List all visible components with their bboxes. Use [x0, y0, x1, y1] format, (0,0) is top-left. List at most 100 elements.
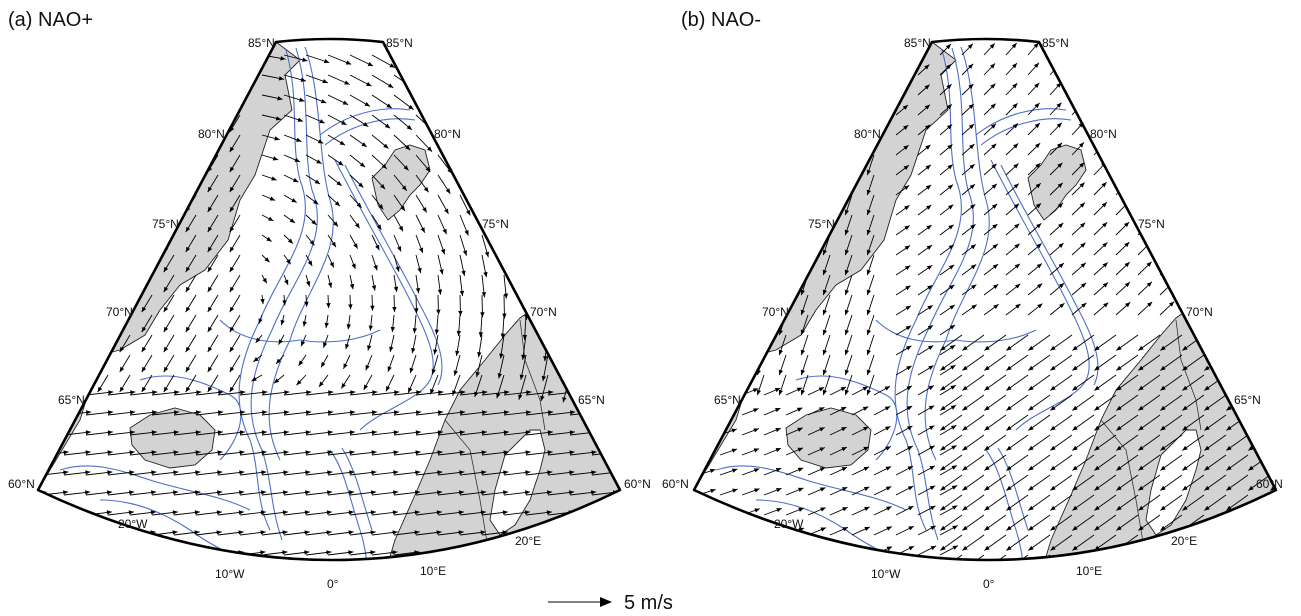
velocity-arrow-head	[669, 210, 673, 215]
velocity-arrow-head	[323, 342, 328, 348]
velocity-arrow-head	[1079, 202, 1085, 208]
velocity-arrow-head	[1168, 241, 1174, 247]
velocity-arrow	[630, 375, 636, 404]
velocity-arrow-head	[992, 244, 998, 249]
velocity-arrow-head	[940, 425, 946, 431]
velocity-arrow-head	[229, 346, 235, 353]
velocity-arrow-head	[550, 255, 556, 262]
velocity-arrow-head	[405, 145, 411, 151]
velocity-arrow-head	[1034, 82, 1040, 89]
velocity-arrow-head	[843, 567, 848, 571]
velocity-arrow-head	[375, 244, 380, 251]
velocity-arrow-head	[53, 326, 59, 333]
velocity-arrow-head	[364, 101, 370, 107]
velocity-arrow-head	[163, 106, 169, 113]
velocity-arrow	[613, 471, 620, 476]
velocity-arrow	[763, 548, 783, 556]
velocity-arrow	[1116, 554, 1139, 560]
velocity-arrow-head	[669, 350, 673, 355]
velocity-arrow-head	[62, 510, 68, 515]
velocity-arrow	[547, 174, 560, 201]
velocity-arrow-head	[950, 365, 956, 370]
velocity-arrow-head	[1277, 200, 1282, 205]
velocity-arrow-head	[1210, 140, 1216, 146]
velocity-arrow	[756, 254, 765, 276]
velocity-arrow	[41, 531, 68, 536]
velocity-arrow-head	[1100, 101, 1106, 108]
velocity-arrow	[613, 54, 620, 80]
velocity-arrow-head	[800, 369, 805, 376]
velocity-arrow-head	[1234, 280, 1240, 286]
lon-label: 10°W	[215, 567, 245, 581]
velocity-arrow-head	[403, 165, 409, 171]
velocity-arrow-head	[635, 450, 640, 454]
velocity-arrow-head	[597, 218, 602, 224]
velocity-arrow-head	[657, 450, 662, 454]
velocity-arrow	[669, 175, 676, 195]
velocity-arrow	[918, 566, 936, 575]
velocity-arrow-head	[734, 109, 739, 116]
lat-label: 80°N	[1090, 127, 1117, 141]
velocity-arrow-head	[820, 527, 826, 532]
velocity-arrow-head	[866, 329, 871, 336]
velocity-arrow-head	[163, 326, 169, 333]
velocity-arrow-head	[863, 466, 870, 471]
velocity-arrow	[1181, 100, 1194, 116]
velocity-arrow-head	[694, 89, 695, 96]
velocity-arrow	[415, 54, 439, 72]
velocity-arrow-head	[844, 389, 849, 396]
velocity-arrow-head	[569, 430, 575, 435]
velocity-arrow	[588, 334, 593, 364]
velocity-arrow-head	[984, 365, 990, 371]
velocity-arrow-head	[967, 43, 973, 49]
velocity-arrow	[38, 114, 43, 133]
velocity-arrow	[756, 154, 765, 176]
velocity-arrow	[800, 234, 809, 256]
velocity-arrow-head	[656, 550, 661, 554]
velocity-arrow-head	[928, 365, 934, 370]
velocity-arrow	[613, 511, 620, 516]
velocity-arrow	[1181, 40, 1193, 56]
velocity-arrow	[141, 194, 153, 213]
velocity-arrow-head	[207, 366, 213, 373]
velocity-arrow-head	[326, 490, 333, 495]
velocity-arrow-head	[119, 146, 125, 153]
velocity-arrow-head	[669, 130, 673, 135]
velocity-arrow	[1050, 595, 1072, 610]
velocity-arrow	[38, 234, 43, 253]
velocity-arrow-head	[1011, 43, 1017, 49]
velocity-arrow-head	[32, 347, 36, 352]
velocity-arrow-head	[1160, 445, 1166, 451]
velocity-arrow-head	[1036, 223, 1042, 229]
velocity-arrow-head	[53, 86, 59, 93]
velocity-arrow-head	[844, 349, 849, 356]
velocity-arrow-head	[62, 530, 68, 535]
velocity-arrow	[569, 94, 588, 121]
velocity-arrow-head	[1248, 586, 1253, 591]
velocity-arrow-head	[712, 269, 717, 276]
velocity-arrow-head	[541, 71, 547, 77]
velocity-arrow-head	[207, 246, 213, 253]
velocity-arrow-head	[283, 410, 290, 415]
velocity-arrow-head	[129, 430, 135, 435]
velocity-arrow-head	[533, 193, 538, 200]
velocity-arrow-head	[990, 103, 996, 109]
velocity-arrow	[822, 74, 831, 96]
velocity-arrow	[756, 54, 765, 76]
velocity-arrow-head	[216, 490, 223, 495]
velocity-arrow-head	[301, 340, 306, 347]
velocity-arrow-head	[734, 69, 739, 76]
velocity-arrow-head	[75, 326, 81, 333]
velocity-arrow-head	[356, 202, 362, 208]
velocity-arrow-head	[778, 89, 783, 96]
velocity-arrow-head	[97, 146, 103, 153]
velocity-arrow-head	[1078, 82, 1084, 88]
velocity-arrow-head	[163, 306, 169, 313]
velocity-arrow-head	[1204, 345, 1210, 351]
velocity-arrow-head	[907, 466, 914, 471]
velocity-arrow-head	[106, 590, 111, 594]
velocity-arrow-head	[519, 91, 525, 98]
velocity-arrow-head	[756, 289, 761, 296]
velocity-arrow-head	[229, 166, 235, 173]
velocity-arrow	[481, 54, 505, 76]
